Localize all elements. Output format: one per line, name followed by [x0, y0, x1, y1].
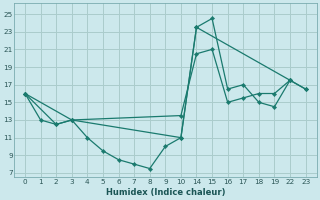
- X-axis label: Humidex (Indice chaleur): Humidex (Indice chaleur): [106, 188, 225, 197]
